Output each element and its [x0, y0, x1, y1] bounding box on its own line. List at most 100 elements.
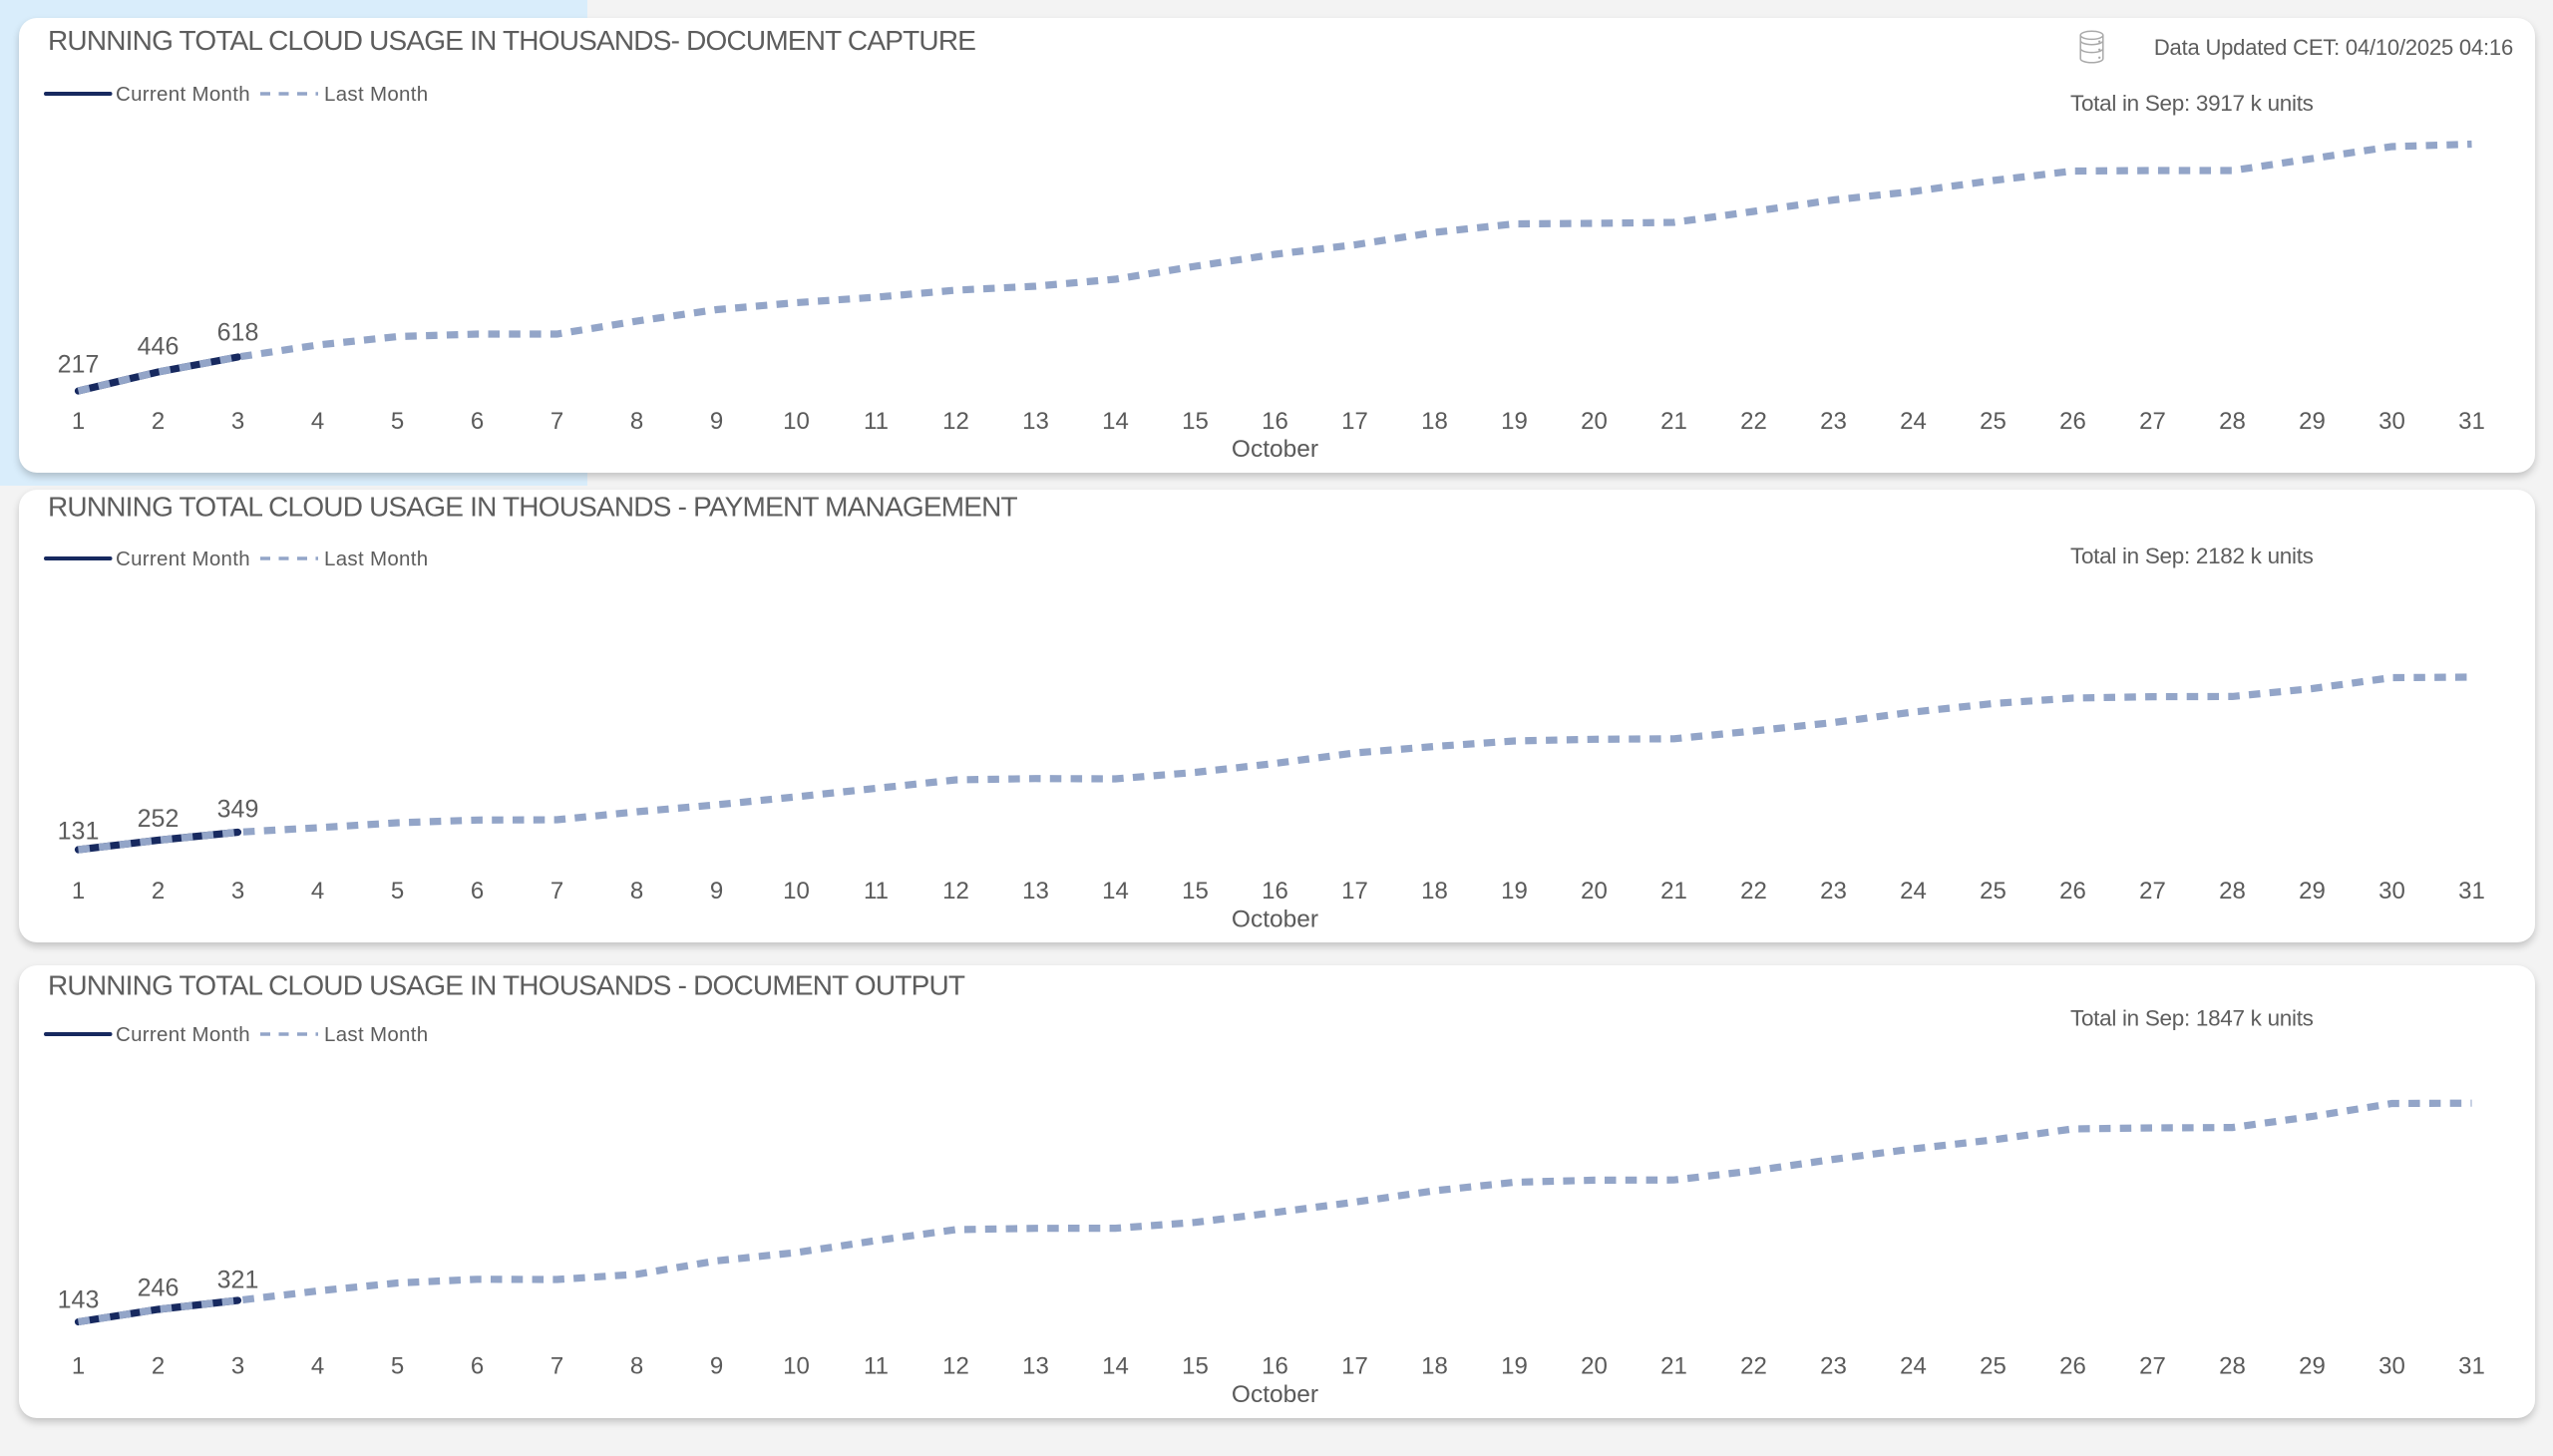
svg-text:11: 11: [864, 1353, 889, 1380]
svg-text:Current Month: Current Month: [116, 1023, 250, 1046]
svg-text:21: 21: [1660, 878, 1687, 905]
svg-text:143: 143: [58, 1285, 100, 1313]
svg-text:8: 8: [630, 1353, 643, 1380]
svg-text:14: 14: [1102, 878, 1129, 905]
svg-text:25: 25: [1980, 878, 2006, 905]
svg-text:October: October: [1232, 907, 1318, 933]
svg-text:10: 10: [783, 1353, 810, 1380]
svg-text:15: 15: [1182, 878, 1209, 905]
svg-text:18: 18: [1421, 408, 1448, 435]
svg-text:25: 25: [1980, 408, 2006, 435]
svg-text:2: 2: [152, 408, 165, 435]
svg-text:Data Updated CET: 04/10/2025 0: Data Updated CET: 04/10/2025 04:16: [2154, 35, 2513, 60]
svg-text:30: 30: [2378, 1353, 2405, 1380]
svg-text:7: 7: [550, 1353, 563, 1380]
svg-text:30: 30: [2378, 878, 2405, 905]
svg-text:349: 349: [217, 795, 259, 823]
svg-text:22: 22: [1740, 1353, 1767, 1380]
svg-text:17: 17: [1341, 1353, 1368, 1380]
svg-text:RUNNING TOTAL CLOUD USAGE IN T: RUNNING TOTAL CLOUD USAGE IN THOUSANDS- …: [48, 25, 975, 56]
svg-text:October: October: [1232, 436, 1318, 463]
svg-text:5: 5: [391, 878, 404, 905]
svg-text:23: 23: [1820, 878, 1847, 905]
svg-text:Total in Sep: 3917 k units: Total in Sep: 3917 k units: [2070, 91, 2314, 116]
svg-text:20: 20: [1581, 1353, 1608, 1380]
svg-text:23: 23: [1820, 1353, 1847, 1380]
svg-text:16: 16: [1262, 878, 1288, 905]
svg-text:27: 27: [2139, 1353, 2166, 1380]
svg-text:14: 14: [1102, 1353, 1129, 1380]
svg-text:Total in Sep: 1847 k units: Total in Sep: 1847 k units: [2070, 1006, 2314, 1031]
svg-text:30: 30: [2378, 408, 2405, 435]
svg-text:3: 3: [231, 408, 244, 435]
svg-text:Current Month: Current Month: [116, 83, 250, 106]
svg-text:5: 5: [391, 408, 404, 435]
svg-text:27: 27: [2139, 878, 2166, 905]
svg-text:31: 31: [2458, 1353, 2485, 1380]
svg-text:22: 22: [1740, 878, 1767, 905]
svg-text:26: 26: [2059, 408, 2086, 435]
svg-text:21: 21: [1660, 1353, 1687, 1380]
svg-text:Last Month: Last Month: [324, 547, 428, 570]
svg-text:15: 15: [1182, 1353, 1209, 1380]
svg-text:19: 19: [1501, 878, 1528, 905]
svg-text:23: 23: [1820, 408, 1847, 435]
svg-text:1: 1: [72, 1353, 85, 1380]
svg-text:22: 22: [1740, 408, 1767, 435]
svg-text:321: 321: [217, 1267, 259, 1294]
svg-text:28: 28: [2219, 878, 2246, 905]
svg-text:29: 29: [2299, 408, 2326, 435]
svg-text:6: 6: [471, 878, 484, 905]
svg-text:7: 7: [550, 408, 563, 435]
svg-text:Last Month: Last Month: [324, 1023, 428, 1046]
svg-text:2: 2: [152, 1353, 165, 1380]
svg-text:2: 2: [152, 878, 165, 905]
svg-text:19: 19: [1501, 408, 1528, 435]
svg-text:24: 24: [1900, 408, 1927, 435]
svg-text:246: 246: [138, 1274, 180, 1302]
svg-text:16: 16: [1262, 408, 1288, 435]
svg-text:8: 8: [630, 878, 643, 905]
svg-text:15: 15: [1182, 408, 1209, 435]
svg-text:Last Month: Last Month: [324, 83, 428, 106]
svg-text:1: 1: [72, 408, 85, 435]
svg-text:27: 27: [2139, 408, 2166, 435]
svg-text:17: 17: [1341, 408, 1368, 435]
svg-text:29: 29: [2299, 878, 2326, 905]
svg-text:14: 14: [1102, 408, 1129, 435]
svg-text:31: 31: [2458, 878, 2485, 905]
svg-text:3: 3: [231, 1353, 244, 1380]
svg-text:25: 25: [1980, 1353, 2006, 1380]
svg-text:446: 446: [138, 332, 180, 360]
svg-text:October: October: [1232, 1381, 1318, 1408]
svg-text:4: 4: [311, 1353, 324, 1380]
svg-text:18: 18: [1421, 1353, 1448, 1380]
svg-text:131: 131: [58, 817, 100, 845]
svg-text:9: 9: [710, 878, 723, 905]
svg-text:10: 10: [783, 878, 810, 905]
svg-text:29: 29: [2299, 1353, 2326, 1380]
svg-text:11: 11: [864, 878, 889, 905]
svg-text:618: 618: [217, 318, 259, 346]
svg-text:252: 252: [138, 805, 180, 833]
svg-text:Current Month: Current Month: [116, 547, 250, 570]
svg-text:10: 10: [783, 408, 810, 435]
svg-text:Total in Sep: 2182 k units: Total in Sep: 2182 k units: [2070, 544, 2314, 568]
svg-text:4: 4: [311, 878, 324, 905]
svg-text:20: 20: [1581, 408, 1608, 435]
svg-text:9: 9: [710, 1353, 723, 1380]
svg-text:7: 7: [550, 878, 563, 905]
svg-text:26: 26: [2059, 878, 2086, 905]
svg-text:6: 6: [471, 408, 484, 435]
svg-text:20: 20: [1581, 878, 1608, 905]
svg-text:12: 12: [942, 1353, 969, 1380]
svg-text:13: 13: [1022, 1353, 1049, 1380]
svg-text:21: 21: [1660, 408, 1687, 435]
svg-text:217: 217: [58, 351, 100, 379]
svg-text:11: 11: [864, 408, 889, 435]
svg-text:18: 18: [1421, 878, 1448, 905]
svg-text:3: 3: [231, 878, 244, 905]
svg-text:24: 24: [1900, 878, 1927, 905]
svg-text:13: 13: [1022, 878, 1049, 905]
svg-text:12: 12: [942, 878, 969, 905]
